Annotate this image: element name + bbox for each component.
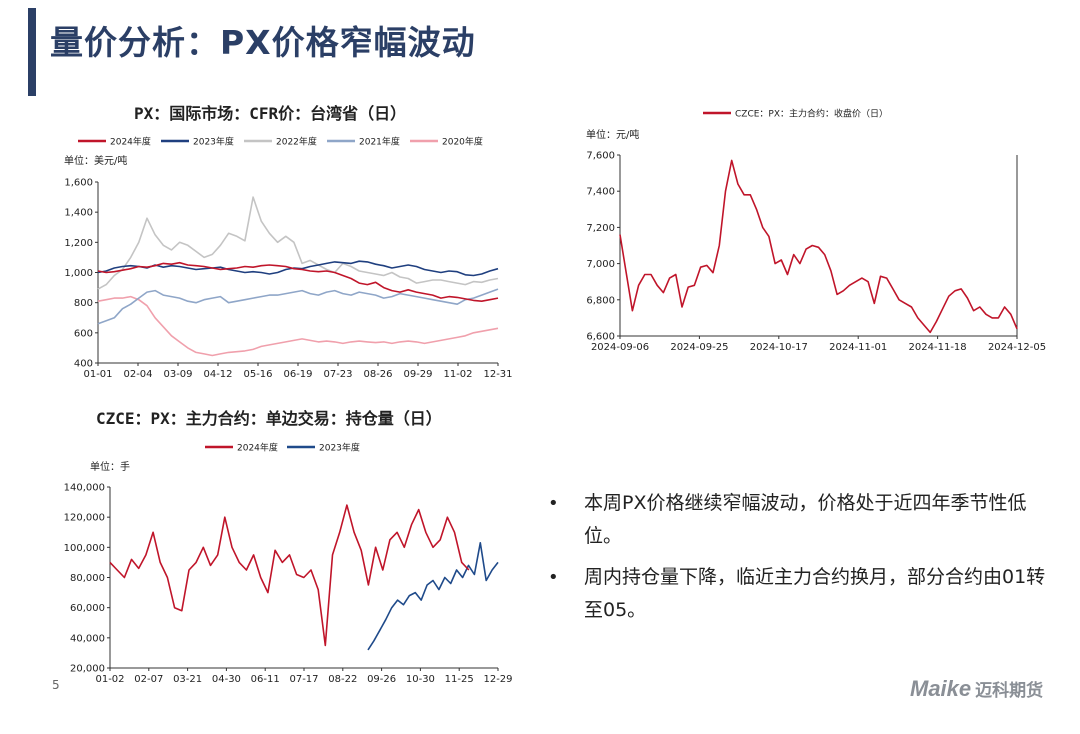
y-tick-label: 20,000 bbox=[70, 664, 105, 675]
y-tick-label: 1,400 bbox=[64, 208, 93, 219]
series-line-1 bbox=[97, 261, 499, 302]
x-tick-label: 07-17 bbox=[289, 674, 318, 685]
chart1-px-cfr-price: 单位：美元/吨 400 600 800 1,000 1,200 1,400 1,600 01-0… bbox=[64, 136, 513, 381]
y-tick-label: 400 bbox=[74, 359, 93, 370]
y-tick-label: 1,600 bbox=[64, 178, 93, 189]
x-tick-label: 2024-09-25 bbox=[670, 342, 728, 353]
x-tick-label: 2024-10-17 bbox=[750, 342, 808, 353]
series-line-1 bbox=[109, 504, 470, 647]
x-tick-label: 07-23 bbox=[323, 369, 352, 380]
x-tick-label: 08-22 bbox=[328, 674, 357, 685]
legend-label-1: 2024年度 bbox=[237, 442, 278, 454]
x-tick-label: 03-09 bbox=[163, 369, 192, 380]
commentary-list: • 本周PX价格继续窄幅波动，价格处于近四年季节性低位。 • 周内持仓量下降，临… bbox=[548, 487, 1048, 635]
x-tick-label: 11-02 bbox=[443, 369, 472, 380]
x-tick-label: 10-30 bbox=[406, 674, 435, 685]
x-tick-label: 11-25 bbox=[445, 674, 474, 685]
y-tick-label: 6,600 bbox=[586, 332, 615, 343]
logo-chinese-name: 迈科期货 bbox=[975, 681, 1044, 701]
x-tick-label: 01-01 bbox=[83, 369, 112, 380]
x-tick-label: 02-07 bbox=[134, 674, 163, 685]
page-title: 量价分析：PX价格窄幅波动 bbox=[50, 23, 476, 62]
y-tick-label: 40,000 bbox=[70, 633, 105, 644]
y-tick-label: 7,200 bbox=[586, 223, 615, 234]
x-tick-label: 01-02 bbox=[95, 674, 124, 685]
y-tick-label: 6,800 bbox=[586, 295, 615, 306]
x-tick-label: 2024-12-05 bbox=[988, 342, 1046, 353]
x-tick-label: 2024-11-18 bbox=[909, 342, 967, 353]
x-tick-label: 04-12 bbox=[203, 369, 232, 380]
series-line-4 bbox=[97, 288, 499, 325]
logo-wordmark: Maike bbox=[910, 676, 972, 701]
y-tick-label: 7,600 bbox=[586, 151, 615, 162]
bullet-dot-icon: • bbox=[548, 493, 559, 514]
series-line-3 bbox=[97, 196, 499, 290]
y-tick-label: 80,000 bbox=[70, 573, 105, 584]
chart1-title: PX：国际市场：CFR价：台湾省（日） bbox=[134, 104, 407, 123]
y-tick-label: 140,000 bbox=[64, 483, 105, 494]
x-tick-label: 04-30 bbox=[212, 674, 241, 685]
y-tick-label: 600 bbox=[74, 328, 93, 339]
series-line-5 bbox=[97, 295, 499, 357]
legend-label-2: 2023年度 bbox=[319, 442, 360, 454]
series-line-2 bbox=[367, 542, 499, 651]
x-tick-label: 02-04 bbox=[123, 369, 152, 380]
x-tick-label: 06-19 bbox=[283, 369, 312, 380]
y-tick-label: 7,000 bbox=[586, 259, 615, 270]
y-tick-label: 60,000 bbox=[70, 603, 105, 614]
x-tick-label: 12-29 bbox=[483, 674, 512, 685]
x-tick-label: 05-16 bbox=[243, 369, 272, 380]
commentary-item: • 本周PX价格继续窄幅波动，价格处于近四年季节性低位。 bbox=[548, 487, 1048, 553]
company-logo: Maike 迈科期货 bbox=[910, 676, 1043, 702]
y-axis-unit-label: 单位：美元/吨 bbox=[64, 154, 127, 167]
x-tick-label: 03-21 bbox=[173, 674, 202, 685]
y-tick-label: 120,000 bbox=[64, 513, 105, 524]
commentary-text: 周内持仓量下降，临近主力合约换月，部分合约由01转至05。 bbox=[584, 566, 1046, 621]
y-axis-unit-label: 单位：元/吨 bbox=[586, 128, 639, 141]
chart2-czce-px-close: 单位：元/吨 6,600 6,800 7,000 7,200 7,400 7,600 2024… bbox=[586, 108, 1046, 354]
legend-label-5: 2020年度 bbox=[442, 136, 483, 148]
y-tick-label: 7,400 bbox=[586, 187, 615, 198]
y-tick-label: 800 bbox=[74, 298, 93, 309]
bullet-dot-icon: • bbox=[548, 567, 559, 588]
title-accent-bar bbox=[28, 8, 36, 96]
x-tick-label: 06-11 bbox=[251, 674, 280, 685]
series-line-1 bbox=[619, 159, 1018, 334]
y-tick-label: 100,000 bbox=[64, 543, 105, 554]
chart3-title: CZCE：PX：主力合约：单边交易：持仓量（日） bbox=[96, 409, 442, 428]
x-tick-label: 12-31 bbox=[483, 369, 512, 380]
y-axis-unit-label: 单位：手 bbox=[90, 460, 130, 473]
legend-label-4: 2021年度 bbox=[359, 136, 400, 148]
x-tick-label: 2024-11-01 bbox=[829, 342, 887, 353]
y-tick-label: 1,000 bbox=[64, 268, 93, 279]
x-tick-label: 2024-09-06 bbox=[591, 342, 649, 353]
legend-label-2: 2023年度 bbox=[193, 136, 234, 148]
legend-label-3: 2022年度 bbox=[276, 136, 317, 148]
legend-label-1: CZCE：PX：主力合约：收盘价（日） bbox=[735, 108, 888, 120]
commentary-text: 本周PX价格继续窄幅波动，价格处于近四年季节性低位。 bbox=[584, 492, 1027, 547]
x-tick-label: 08-26 bbox=[363, 369, 392, 380]
chart3-czce-px-open-interest: 单位：手 20,000 40,000 60,000 80,000 100,000 120,0… bbox=[64, 442, 513, 686]
y-tick-label: 1,200 bbox=[64, 238, 93, 249]
commentary-item: • 周内持仓量下降，临近主力合约换月，部分合约由01转至05。 bbox=[548, 561, 1048, 627]
x-tick-label: 09-29 bbox=[403, 369, 432, 380]
page-number: 5 bbox=[52, 678, 60, 692]
legend-label-1: 2024年度 bbox=[110, 136, 151, 148]
x-tick-label: 09-26 bbox=[367, 674, 396, 685]
